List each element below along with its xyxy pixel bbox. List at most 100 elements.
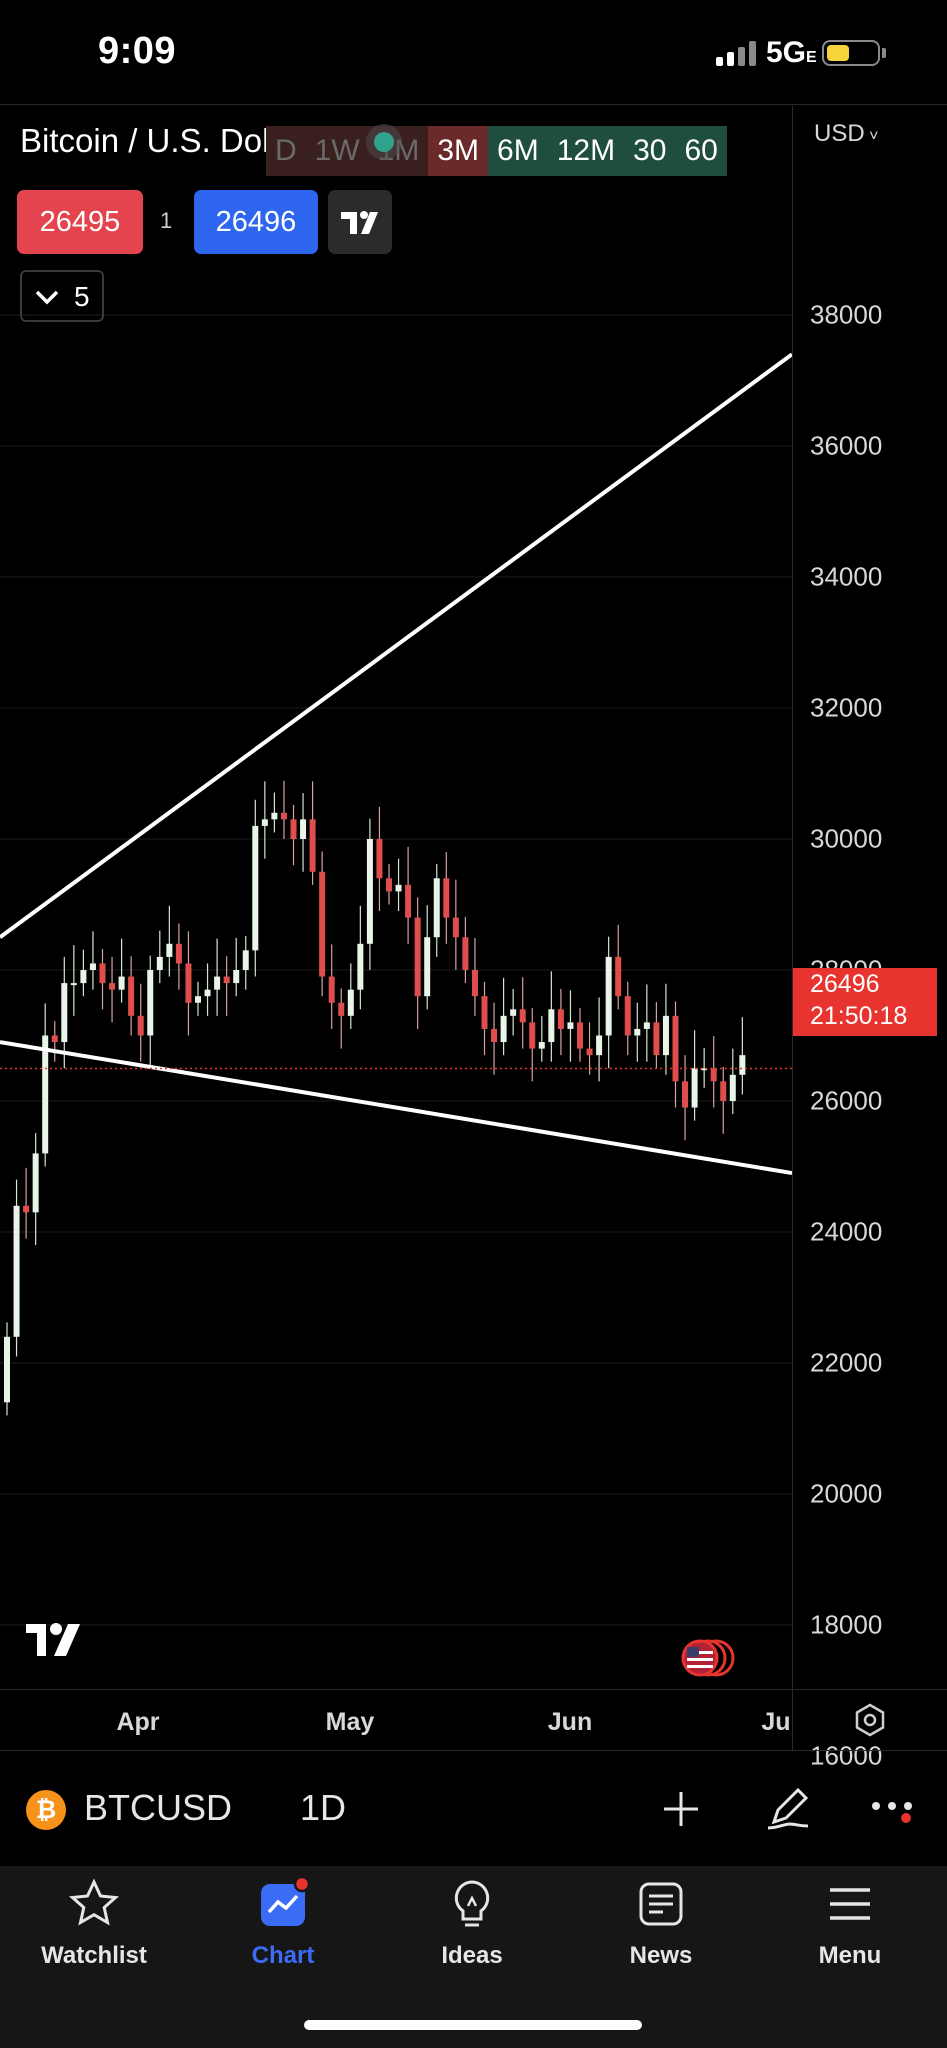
candle [615,924,622,1010]
candle [672,1001,679,1108]
price-tick-label: 26000 [810,1085,883,1116]
candle [376,806,383,912]
candle [338,988,345,1049]
candle [433,863,440,957]
tradingview-watermark-icon [24,1620,96,1665]
candle [13,1179,20,1357]
chart-settings-icon[interactable] [852,1702,888,1738]
date-axis[interactable]: Apr May Jun Ju [0,1690,793,1750]
us-flag-events-icon[interactable] [678,1636,738,1680]
more-options-icon[interactable] [870,1796,918,1826]
candle [185,931,192,1036]
nav-label: News [629,1942,693,1969]
candle [147,955,154,1069]
nav-ideas[interactable]: Ideas [397,1876,547,1970]
candle [424,905,431,1010]
tradingview-logo-button[interactable] [328,190,392,254]
price-axis[interactable]: 3800036000340003200030000280002600024000… [793,106,947,1771]
candle [634,1002,641,1062]
candle [586,1022,593,1075]
last-price-tag: 26496 21:50:18 [793,968,937,1036]
candle [32,1133,39,1246]
symbol-selector[interactable]: BTCUSD [84,1787,233,1828]
date-label: Ju [761,1708,791,1736]
candle [89,931,96,990]
candle [156,930,163,984]
candle [357,905,364,1010]
candle [567,990,574,1062]
timeframe-60[interactable]: 60 [675,126,727,176]
upper-trendline[interactable] [0,352,794,939]
spread-value: 1 [160,208,173,233]
add-icon[interactable] [656,1784,706,1834]
candle [204,963,211,1016]
sell-button[interactable]: 26495 [17,190,143,254]
candle [347,963,354,1029]
timeframe-6m[interactable]: 6M [488,126,548,176]
nav-chart[interactable]: Chart [208,1876,358,1970]
candle [386,863,392,905]
price-tick-label: 24000 [810,1216,883,1247]
timeframe-d[interactable]: D [266,126,306,176]
candle [128,956,135,1036]
candle [280,780,287,839]
nav-news[interactable]: News [586,1876,736,1970]
battery-tip [882,48,886,58]
date-label: Apr [116,1708,160,1736]
candle [739,1017,746,1095]
timeframe-30[interactable]: 30 [624,126,676,176]
currency-selector[interactable]: USD ˅ [814,120,879,147]
nav-watchlist[interactable]: Watchlist [19,1876,169,1970]
nav-label: Ideas [441,1942,503,1969]
symbol-row-divider [0,1750,947,1751]
nav-label: Menu [818,1942,882,1969]
tradingview-icon [341,211,378,234]
price-tick-label: 34000 [810,561,883,592]
candle [395,858,402,912]
candle [223,956,230,1016]
candle [510,988,517,1036]
candle [4,1322,10,1416]
timeframe-1w[interactable]: 1W [305,126,369,176]
price-tick-label: 36000 [810,430,883,461]
candle [720,1066,727,1134]
candle [23,1167,30,1239]
price-tick-label: 30000 [810,823,883,854]
cellular-signal-icon [716,40,758,66]
timeframe-3m[interactable]: 3M [428,126,489,176]
buy-button[interactable]: 26496 [194,190,318,254]
timeframe-bar[interactable]: D 1W 1M 3M 6M 12M 30 60 [266,126,727,176]
candle [242,935,249,990]
candle [261,781,268,859]
price-chart[interactable] [0,106,947,1751]
indicator-count: 5 [74,281,90,312]
candle [80,949,87,997]
nav-menu[interactable]: Menu [775,1876,925,1970]
candle [328,944,335,1029]
candle [118,938,125,1003]
price-tick-label: 18000 [810,1609,883,1640]
candle [195,981,201,1016]
candle [271,792,278,833]
indicators-toggle[interactable]: 5 [20,270,104,322]
lower-trendline[interactable] [0,1040,793,1176]
candle [290,804,297,866]
timeframe-12m[interactable]: 12M [547,126,625,176]
price-tick-label: 22000 [810,1347,883,1378]
date-label: May [325,1708,375,1736]
bottom-navigation [0,1866,947,2048]
live-indicator [374,132,394,152]
candle [729,1048,736,1115]
chevron-down-icon [35,290,59,305]
home-indicator [304,2020,642,2030]
candle [710,1036,717,1108]
candle [42,1003,49,1167]
interval-selector[interactable]: 1D [300,1787,347,1828]
nav-label: Watchlist [41,1942,147,1969]
price-tick-label: 20000 [810,1478,883,1509]
candle [51,1021,58,1062]
network-type: 5GE [766,36,817,69]
drawing-tool-icon[interactable] [762,1780,816,1834]
candle [452,879,459,970]
candle [137,983,144,1062]
